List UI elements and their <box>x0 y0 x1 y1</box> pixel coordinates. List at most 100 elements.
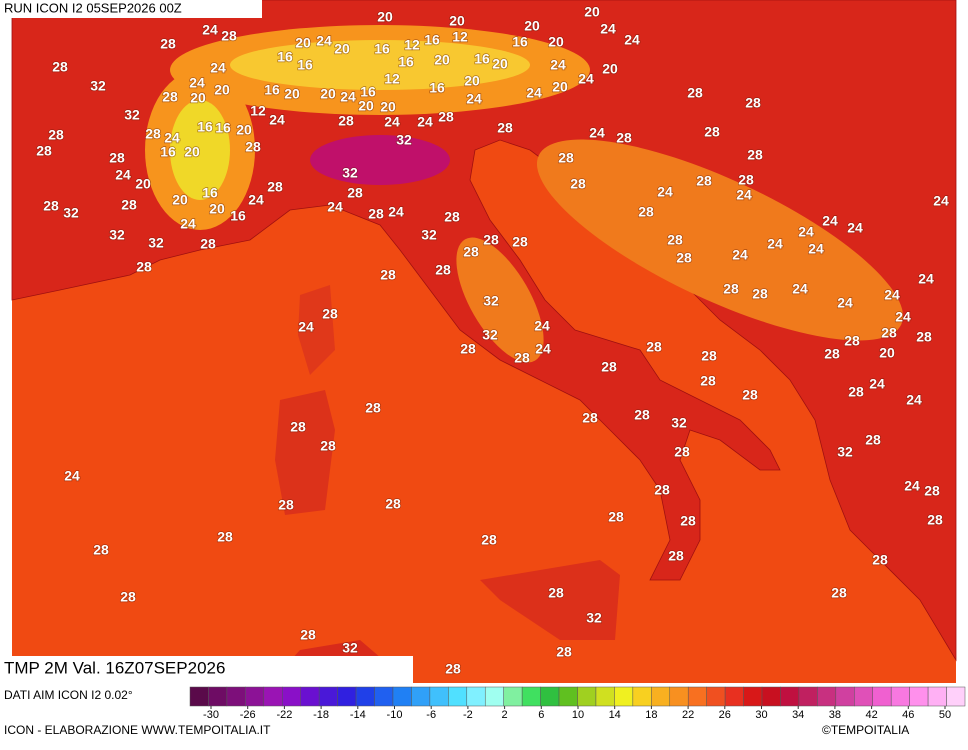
colorbar-swatch <box>761 686 781 707</box>
temperature-label: 28 <box>120 589 136 605</box>
colorbar-tick-label: 10 <box>572 709 584 721</box>
temperature-label: 28 <box>512 234 528 250</box>
temperature-label: 28 <box>385 496 401 512</box>
temperature-label: 28 <box>245 139 261 155</box>
temperature-label: 24 <box>115 167 131 183</box>
temperature-label: 28 <box>668 548 684 564</box>
temperature-label: 28 <box>747 147 763 163</box>
temperature-label: 24 <box>904 478 920 494</box>
colorbar-tick-label: 42 <box>865 709 877 721</box>
temperature-label: 28 <box>824 346 840 362</box>
temperature-label: 16 <box>197 119 213 135</box>
temperature-label: 16 <box>360 84 376 100</box>
colorbar-swatch <box>632 686 652 707</box>
temperature-label: 20 <box>449 13 465 29</box>
sicily <box>480 560 620 640</box>
temperature-label: 28 <box>700 373 716 389</box>
temperature-label: 24 <box>918 271 934 287</box>
temperature-label: 24 <box>933 193 949 209</box>
temperature-label: 16 <box>264 82 280 98</box>
colorbar-swatch <box>226 686 246 707</box>
temperature-label: 24 <box>164 130 180 146</box>
temperature-label: 28 <box>723 281 739 297</box>
colorbar-swatch <box>411 686 431 707</box>
temperature-label: 28 <box>916 329 932 345</box>
field-label: TMP 2M Val. 16Z07SEP2026 <box>4 658 225 677</box>
temperature-label: 20 <box>602 61 618 77</box>
temperature-label: 28 <box>848 384 864 400</box>
temperature-label: 24 <box>189 75 205 91</box>
temperature-label: 16 <box>424 32 440 48</box>
temperature-label: 16 <box>230 208 246 224</box>
temperature-label: 28 <box>601 359 617 375</box>
temperature-label: 24 <box>884 287 900 303</box>
colorbar-swatch <box>706 686 726 707</box>
colorbar-tick-label: 34 <box>792 709 804 721</box>
temperature-label: 28 <box>638 204 654 220</box>
temperature-label: 12 <box>384 71 400 87</box>
temperature-label: 28 <box>145 126 161 142</box>
temperature-label: 24 <box>808 241 824 257</box>
temperature-label: 20 <box>214 82 230 98</box>
temperature-label: 28 <box>745 95 761 111</box>
colorbar-swatch <box>946 686 966 707</box>
colorbar-swatch <box>890 686 910 707</box>
temperature-label: 28 <box>217 529 233 545</box>
temperature-label: 28 <box>380 267 396 283</box>
temperature-label: 28 <box>36 143 52 159</box>
colorbar-tick-label: -22 <box>276 709 292 721</box>
temperature-label: 24 <box>798 224 814 240</box>
temperature-label: 24 <box>269 112 285 128</box>
temperature-label: 28 <box>320 438 336 454</box>
temperature-label: 28 <box>616 130 632 146</box>
temperature-label: 32 <box>482 327 498 343</box>
temperature-label: 16 <box>297 57 313 73</box>
run-label: RUN ICON I2 05SEP2026 00Z <box>4 0 182 15</box>
colorbar-tick-label: -10 <box>387 709 403 721</box>
temperature-label: 28 <box>752 286 768 302</box>
temperature-label: 24 <box>340 89 356 105</box>
temperature-label: 28 <box>687 85 703 101</box>
temperature-label: 24 <box>526 85 542 101</box>
temperature-label: 28 <box>109 150 125 166</box>
colorbar-swatch <box>651 686 671 707</box>
colorbar-tick-label: -18 <box>313 709 329 721</box>
colorbar-swatch <box>927 686 947 707</box>
temperature-label: 24 <box>837 295 853 311</box>
temperature-label: 28 <box>460 341 476 357</box>
colorbar-tick-label: -26 <box>240 709 256 721</box>
temperature-label: 28 <box>121 197 137 213</box>
colorbar-tick-label: 38 <box>829 709 841 721</box>
temperature-label: 28 <box>267 179 283 195</box>
temperature-label: 16 <box>160 144 176 160</box>
temperature-label: 16 <box>215 120 231 136</box>
temperature-label: 24 <box>578 71 594 87</box>
temperature-label: 20 <box>172 192 188 208</box>
temperature-label: 28 <box>872 552 888 568</box>
temperature-label: 28 <box>481 532 497 548</box>
colorbar-tick-label: 46 <box>902 709 914 721</box>
temperature-label: 28 <box>865 432 881 448</box>
colorbar-swatch <box>798 686 818 707</box>
colorbar-swatch <box>337 686 357 707</box>
colorbar-swatch <box>743 686 763 707</box>
colorbar-swatch <box>835 686 855 707</box>
colorbar-tick-label: -6 <box>426 709 436 721</box>
temperature-label: 32 <box>342 640 358 656</box>
temperature-label: 16 <box>202 185 218 201</box>
temperature-label: 28 <box>322 306 338 322</box>
temperature-label: 24 <box>736 187 752 203</box>
temperature-label: 32 <box>837 444 853 460</box>
temperature-label: 28 <box>646 339 662 355</box>
temperature-label: 32 <box>483 293 499 309</box>
temperature-label: 32 <box>421 227 437 243</box>
temperature-label: 20 <box>209 201 225 217</box>
source-label: DATI AIM ICON I2 0.02° <box>4 688 133 702</box>
temperature-label: 24 <box>417 114 433 130</box>
temperature-label: 28 <box>136 259 152 275</box>
temperature-label: 28 <box>831 585 847 601</box>
colorbar-swatch <box>540 686 560 707</box>
temperature-label: 16 <box>474 51 490 67</box>
